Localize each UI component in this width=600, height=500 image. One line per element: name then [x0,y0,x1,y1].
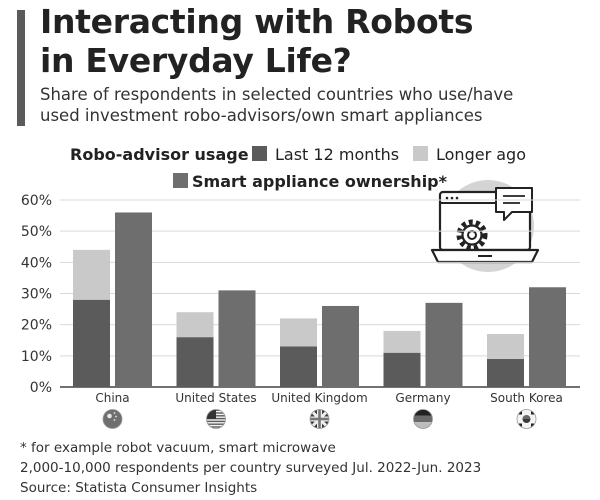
footnotes: * for example robot vacuum, smart microw… [20,438,590,498]
y-tick-label: 10% [21,349,52,365]
bar-last12-3 [383,352,421,387]
category-label: South Korea [490,391,563,405]
legend-swatch-longer [413,146,428,161]
footnote-source: Source: Statista Consumer Insights [20,480,258,496]
subtitle-line-1: Share of respondents in selected countri… [40,85,514,104]
category-label: United States [175,391,256,405]
bar-last12-2 [280,346,317,387]
legend-group-label: Robo-advisor usage [70,145,249,164]
bars [73,212,566,387]
legend-swatch-last12 [252,146,267,161]
bar-longer-0 [73,249,110,300]
chat-bubble-icon [495,187,533,221]
legend-label-longer: Longer ago [436,145,526,164]
south-korea-flag-icon [516,409,537,429]
bar-smart-1 [218,290,256,387]
germany-flag-icon [413,409,433,429]
category-labels: China United States United Kingdom Germany S… [95,391,563,405]
y-tick-label: 0% [30,380,52,396]
bar-longer-1 [176,312,214,338]
y-tick-label: 60% [21,193,52,209]
title-line-1: Interacting with Robots [40,2,474,41]
subtitle-line-2: used investment robo-advisors/own smart … [40,106,483,125]
laptop-gear-illustration [430,180,540,272]
window-dot-3 [455,196,459,200]
footnote-line-1: * for example robot vacuum, smart microw… [20,440,336,456]
window-dot-2 [450,196,454,200]
legend-label-last12: Last 12 months [275,145,399,164]
category-label: China [95,391,129,405]
y-axis-tick-labels: 0% 10% 20% 30% 40% 50% 60% [21,193,52,396]
bar-last12-4 [487,358,524,387]
bar-last12-0 [73,299,110,387]
legend-label-smart: Smart appliance ownership* [192,172,448,191]
window-dot-1 [445,196,449,200]
chart-title: Interacting with Robots in Everyday Life… [40,2,473,80]
footnote-line-2: 2,000-10,000 respondents per country sur… [20,460,482,476]
legend: Robo-advisor usage Last 12 months Longer… [70,145,526,191]
country-flags [102,409,537,429]
y-tick-label: 50% [21,224,52,240]
us-flag-icon [206,409,226,429]
bar-smart-4 [529,287,566,387]
china-flag-icon [102,409,123,429]
bar-smart-2 [322,305,359,387]
title-line-2: in Everyday Life? [40,41,352,80]
bar-smart-0 [115,212,152,387]
legend-swatch-smart [173,173,188,188]
uk-flag-icon [309,409,330,429]
bar-longer-2 [280,318,317,347]
bar-smart-3 [425,302,463,387]
y-tick-label: 30% [21,287,52,303]
bar-longer-3 [383,330,421,353]
chart-subtitle: Share of respondents in selected countri… [40,84,590,126]
category-label: United Kingdom [271,391,367,405]
category-label: Germany [395,391,450,405]
bar-last12-1 [176,337,214,387]
bar-longer-4 [487,334,524,359]
y-tick-label: 40% [21,255,52,271]
y-tick-label: 20% [21,318,52,334]
title-accent-bar [17,10,25,126]
